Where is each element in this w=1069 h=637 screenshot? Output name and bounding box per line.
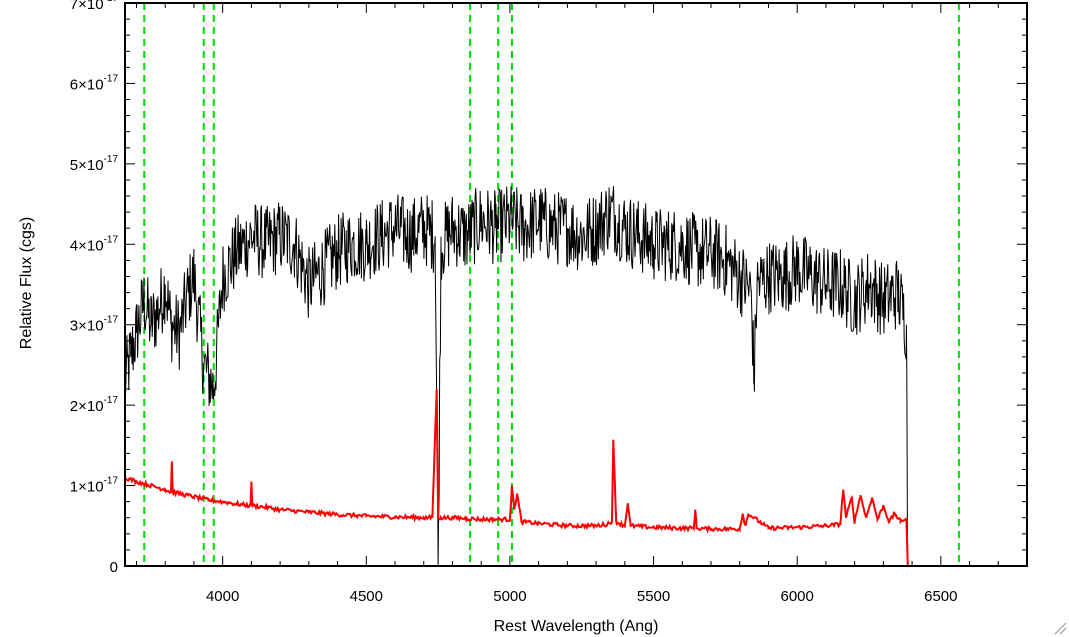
x-tick-label: 6000 [781,588,814,605]
y-tick-label: 3×10-17 [70,315,119,335]
y-tick-label: 7×10-17 [70,0,119,13]
y-tick-label: 6×10-17 [70,73,119,93]
x-tick-label: 6500 [924,588,957,605]
y-axis-title: Relative Flux (cgs) [18,217,35,349]
y-tick-label: 1×10-17 [70,476,119,496]
axes: 4000 4500 5000 5500 6000 6500 0 1×10-17 2×10-17 3… [70,0,1028,605]
plot-area [125,3,1027,566]
y-tick-label: 4×10-17 [70,234,119,254]
x-tick-label: 4000 [206,588,239,605]
plot-frame [124,2,1028,567]
y-tick-label: 0 [110,559,118,576]
x-axis-title: Rest Wavelength (Ang) [494,618,659,635]
model-spectrum-line [125,389,1027,566]
y-tick-label: 2×10-17 [70,395,119,415]
x-tick-label: 5500 [637,588,670,605]
resize-grip-icon[interactable] [1054,622,1067,635]
x-tick-label: 4500 [350,588,383,605]
y-tick-label: 5×10-17 [70,154,119,174]
observed-spectrum-line [125,186,909,566]
x-tick-label: 5000 [493,588,526,605]
